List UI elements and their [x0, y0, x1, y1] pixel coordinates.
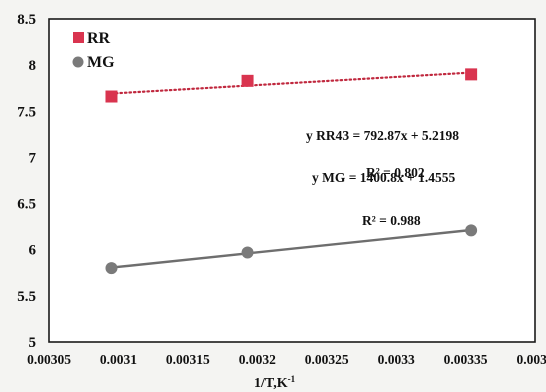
trendline-mg — [111, 228, 472, 269]
x-tick-label: 0.0031 — [100, 352, 137, 367]
x-tick-label: 0.0032 — [239, 352, 276, 367]
mg-equation: y MG = 1400.8x + 1.4555 — [312, 170, 456, 185]
data-point-rr — [105, 90, 118, 103]
data-point-mg — [241, 246, 254, 259]
data-point-rr — [241, 74, 254, 87]
y-tick-label: 7 — [29, 150, 37, 166]
trendline-rr — [110, 71, 473, 95]
trendlines — [110, 71, 473, 269]
plot-area — [48, 18, 536, 343]
data-markers — [105, 68, 478, 275]
legend-mg-label: MG — [87, 54, 115, 71]
rr-equation: y RR43 = 792.87x + 5.2198 — [306, 128, 459, 143]
y-tick-label: 8 — [29, 58, 37, 74]
y-tick-label: 6.5 — [17, 197, 36, 213]
rr-r2: R² = 0.802 — [366, 165, 425, 180]
data-point-rr — [465, 68, 478, 81]
x-tick-label: 0.00315 — [166, 352, 210, 367]
x-axis-label-sup: -1 — [288, 374, 296, 384]
x-tick-labels: 0.00305 0.0031 0.00315 0.0032 0.00325 0.0033 0… — [27, 352, 546, 367]
x-tick-label: 0.00335 — [444, 352, 488, 367]
y-tick-label: 5 — [29, 335, 37, 351]
x-tick-label: 0.00305 — [27, 352, 71, 367]
x-tick-label: 0.0034 — [516, 352, 546, 367]
legend-mg-marker — [72, 56, 84, 68]
x-axis-label: 1/T,K-1 — [254, 374, 296, 391]
legend: RR MG — [72, 30, 115, 71]
x-tick-label: 0.0033 — [378, 352, 415, 367]
legend-rr-label: RR — [87, 30, 111, 47]
y-tick-label: 7.5 — [17, 104, 36, 120]
y-tick-labels: 5 5.5 6 6.5 7 7.5 8 8.5 — [17, 12, 36, 351]
y-tick-label: 8.5 — [17, 12, 36, 28]
data-point-mg — [465, 224, 478, 237]
y-tick-label: 5.5 — [17, 289, 36, 305]
y-tick-label: 6 — [29, 243, 37, 259]
legend-rr-marker — [73, 32, 84, 43]
mg-r2: R² = 0.988 — [362, 213, 421, 228]
data-point-mg — [105, 262, 118, 275]
x-tick-label: 0.00325 — [305, 352, 349, 367]
x-axis-label-base: 1/T,K — [254, 376, 288, 391]
